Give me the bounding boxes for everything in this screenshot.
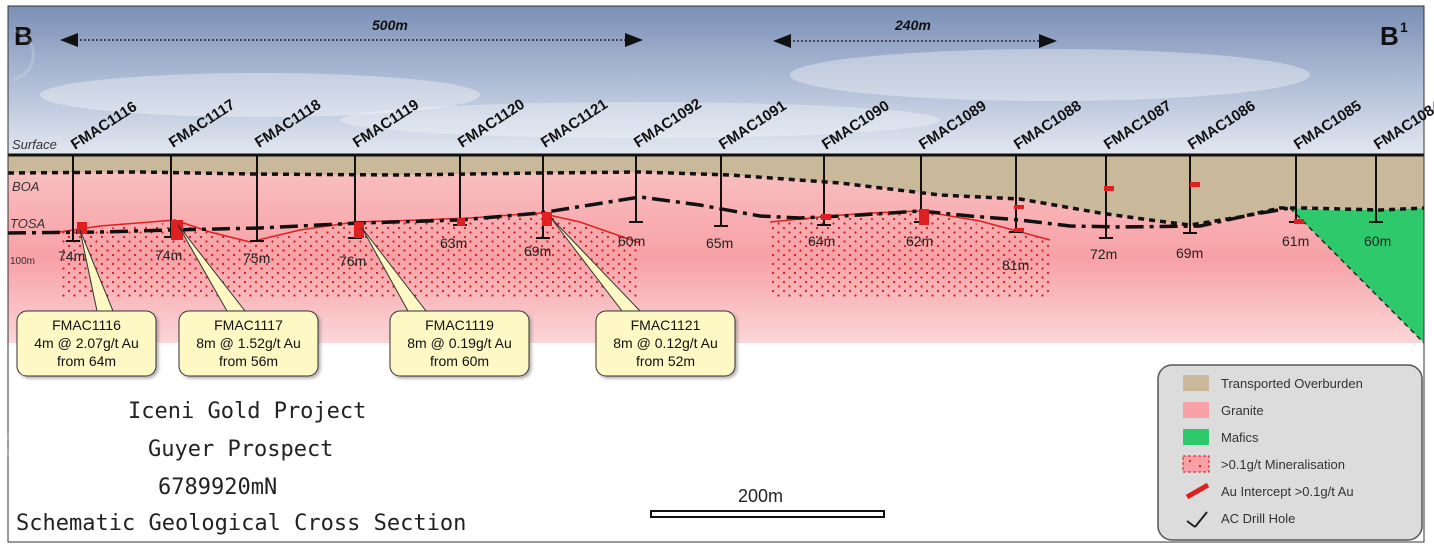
drill-hole-depth-label: 76m xyxy=(339,253,366,269)
drill-hole-depth-label: 72m xyxy=(1090,246,1117,262)
drill-hole-depth-label: 75m xyxy=(243,250,270,266)
drill-hole-depth-label: 69m xyxy=(524,243,551,259)
callout-hole-id: FMAC1121 xyxy=(631,317,701,333)
callout-result-text: 4m @ 2.07g/t Au xyxy=(34,335,139,351)
legend-swatch-intercept xyxy=(1185,482,1210,500)
au-intercept-mark xyxy=(354,222,364,238)
au-intercept-mark xyxy=(1190,182,1200,187)
callout-result-text: from 64m xyxy=(57,353,116,369)
callout-result-text: 8m @ 1.52g/t Au xyxy=(196,335,301,351)
drill-hole-depth-label: 63m xyxy=(440,235,467,251)
au-intercept-mark xyxy=(821,214,831,220)
legend-label-intercept: Au Intercept >0.1g/t Au xyxy=(1221,484,1354,499)
au-intercept-mark xyxy=(457,218,465,226)
legend: Transported Overburden Granite Mafics >0… xyxy=(1157,364,1423,541)
legend-swatch-granite xyxy=(1183,402,1209,418)
distance-arrow-240: 240m xyxy=(773,17,1057,48)
au-intercept-mark xyxy=(1104,186,1114,191)
surface-label: Surface xyxy=(12,137,57,152)
callout-box xyxy=(389,310,530,377)
au-intercept-mark xyxy=(919,209,929,225)
legend-swatch-overburden xyxy=(1183,375,1209,391)
legend-label-drillhole: AC Drill Hole xyxy=(1221,511,1295,526)
mineralisation-zone-west xyxy=(60,213,640,298)
callout-box xyxy=(16,310,157,377)
au-intercept-mark xyxy=(171,220,183,240)
callout-box xyxy=(595,310,736,377)
au-intercept-mark xyxy=(542,212,552,226)
tosa-label: TOSA xyxy=(10,216,45,231)
overburden-unit xyxy=(8,155,1424,225)
legend-swatch-mafics xyxy=(1183,429,1209,445)
depth-100m-label: 100m xyxy=(10,256,35,267)
distance-label-240: 240m xyxy=(894,17,931,33)
callout-hole-id: FMAC1116 xyxy=(52,317,121,333)
drill-hole-icon xyxy=(1186,511,1208,528)
title-line-project: Iceni Gold Project xyxy=(128,399,366,424)
distance-arrow-500: 500m xyxy=(60,17,643,47)
callout-fmac1117: FMAC1117 8m @ 1.52g/t Au from 56m xyxy=(177,224,319,377)
drill-hole-depth-label: 60m xyxy=(618,233,645,249)
watermark-glyphs xyxy=(4,28,48,467)
sky-background xyxy=(8,6,1424,155)
callout-fmac1121: FMAC1121 8m @ 0.12g/t Au from 52m xyxy=(550,217,736,377)
section-end-left: B xyxy=(14,21,33,51)
legend-swatch-mineralisation xyxy=(1182,455,1210,473)
drill-hole-depth-label: 62m xyxy=(906,233,933,249)
callout-hole-id: FMAC1117 xyxy=(214,317,283,333)
au-intercept-mark xyxy=(1294,219,1304,224)
distance-label-500: 500m xyxy=(372,17,408,33)
au-intercept-mark xyxy=(77,222,87,234)
drill-hole-depth-label: 74m xyxy=(155,247,182,263)
callout-hole-id: FMAC1119 xyxy=(425,317,494,333)
legend-label-mineralisation: >0.1g/t Mineralisation xyxy=(1221,457,1345,472)
callout-result-text: 8m @ 0.19g/t Au xyxy=(407,335,512,351)
scale-bar: 200m xyxy=(650,486,885,518)
drill-hole-depth-label: 65m xyxy=(706,235,733,251)
drill-hole-depth-label: 60m xyxy=(1364,233,1391,249)
drill-hole-depth-label: 69m xyxy=(1176,245,1203,261)
mineralisation-zone-east xyxy=(770,211,1050,298)
title-line-prospect: Guyer Prospect xyxy=(148,437,333,462)
title-line-section: Schematic Geological Cross Section xyxy=(16,511,466,536)
callout-result-text: from 60m xyxy=(430,353,489,369)
section-end-right: B xyxy=(1380,21,1399,51)
callout-fmac1116: FMAC1116 4m @ 2.07g/t Au from 64m xyxy=(16,229,157,377)
section-end-right-superscript: 1 xyxy=(1400,19,1408,35)
figure-title-block: Iceni Gold Project Guyer Prospect 678992… xyxy=(16,399,466,536)
legend-label-overburden: Transported Overburden xyxy=(1221,376,1363,391)
tosa-line xyxy=(7,195,1291,235)
callout-result-text: from 52m xyxy=(636,353,695,369)
callout-fmac1119: FMAC1119 8m @ 0.19g/t Au from 60m xyxy=(361,227,530,377)
legend-label-mafics: Mafics xyxy=(1221,430,1259,445)
drill-hole-depth-label: 74m xyxy=(58,248,85,264)
legend-label-granite: Granite xyxy=(1221,403,1264,418)
au-intercept-mark xyxy=(1014,205,1024,209)
boa-label: BOA xyxy=(12,179,39,194)
callout-result-text: from 56m xyxy=(219,353,278,369)
drill-hole-depth-label: 64m xyxy=(808,233,835,249)
callout-box xyxy=(178,310,319,377)
callouts: FMAC1116 4m @ 2.07g/t Au from 64m FMAC1117 8… xyxy=(16,217,736,377)
drill-hole-depth-label: 81m xyxy=(1002,257,1029,273)
drill-hole-depth-label: 61m xyxy=(1282,233,1309,249)
scale-bar-label: 200m xyxy=(738,486,783,506)
au-intercept-mark xyxy=(1014,228,1024,232)
callout-result-text: 8m @ 0.12g/t Au xyxy=(613,335,718,351)
title-line-northing: 6789920mN xyxy=(158,475,277,500)
